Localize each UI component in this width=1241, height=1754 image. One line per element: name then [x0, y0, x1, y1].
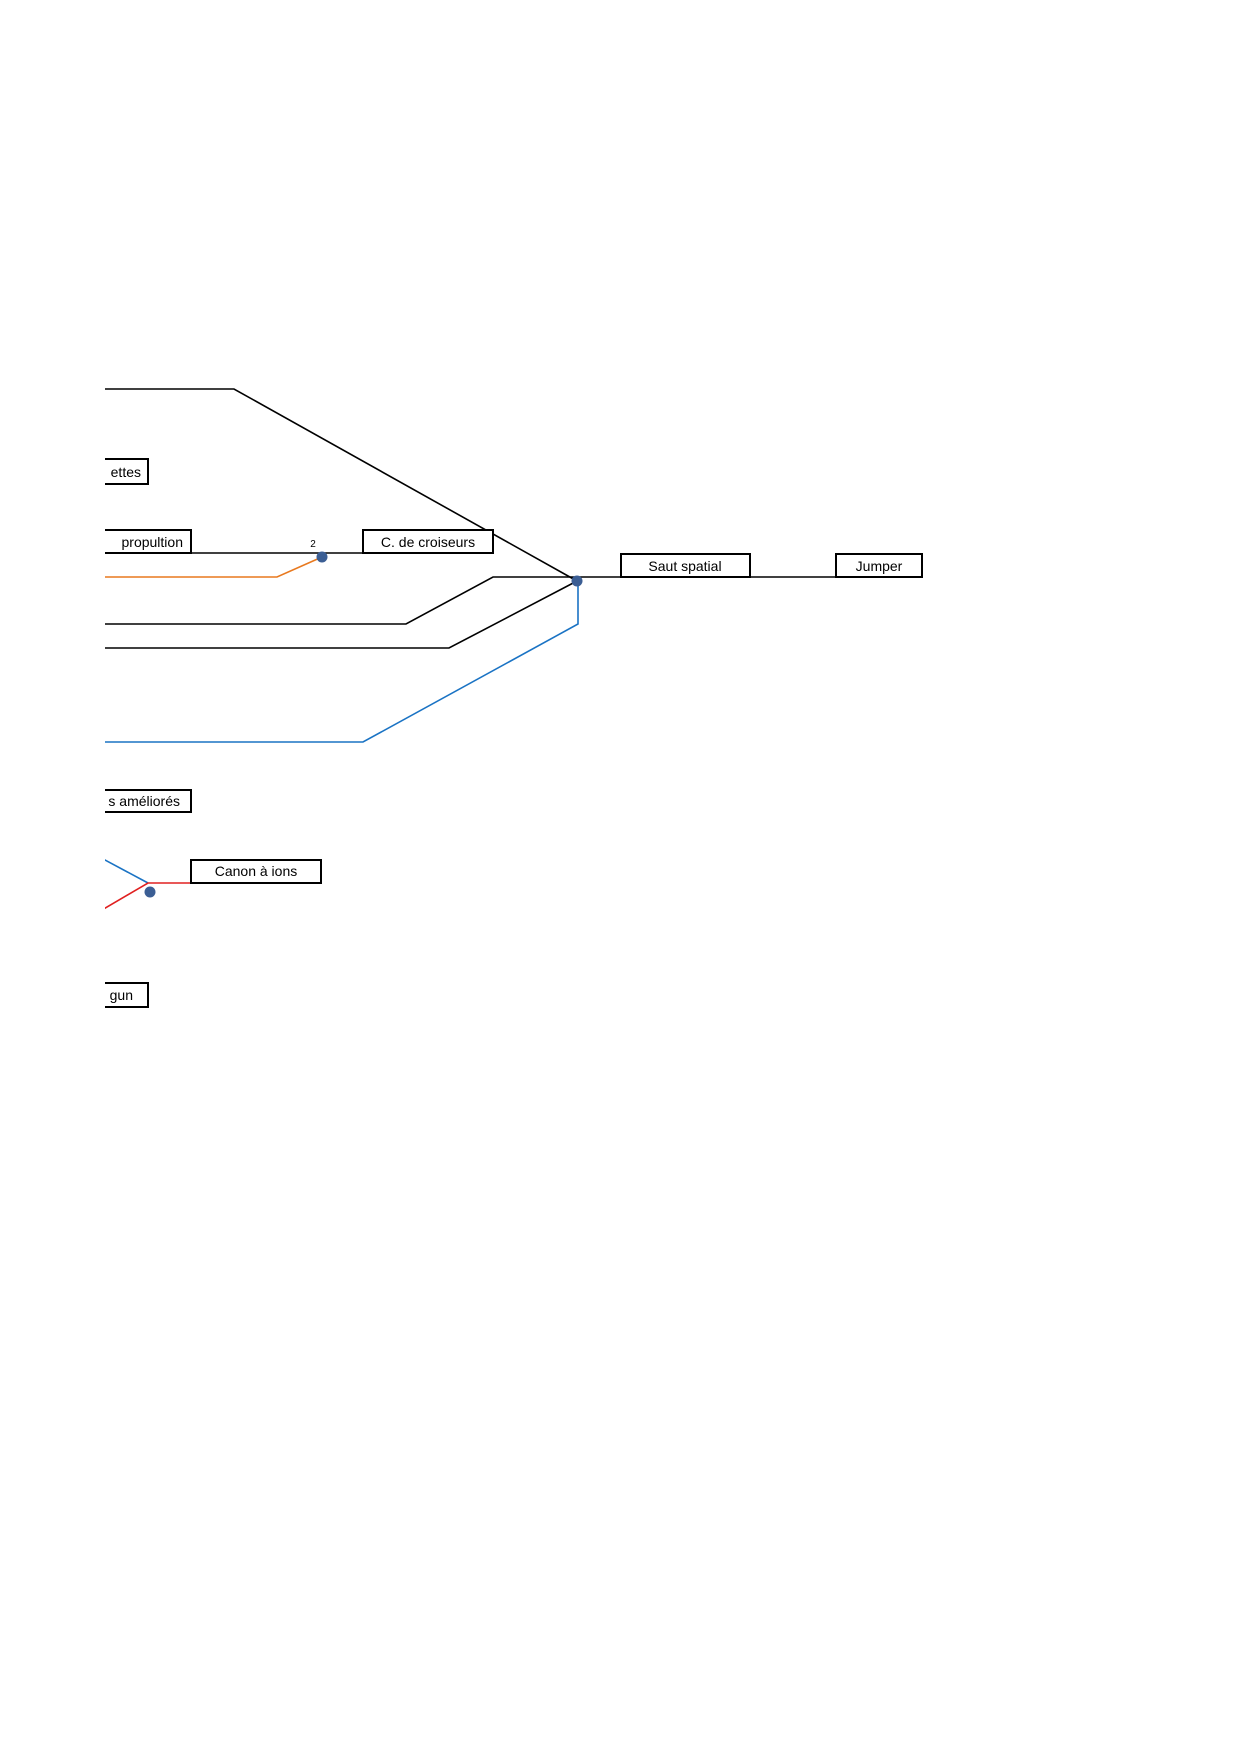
node-label: ettes [111, 464, 141, 480]
connector-top [105, 388, 578, 582]
connector-blue-ion [105, 859, 149, 884]
node-gun[interactable]: gun [80, 982, 149, 1008]
node-saut-spatial[interactable]: Saut spatial [620, 553, 751, 578]
connector-mid-1 [105, 576, 577, 625]
junction-dot-ion [144, 886, 156, 898]
node-label: s améliorés [108, 793, 180, 809]
junction-dot-propulsion [316, 551, 328, 563]
connector-red-ion [105, 882, 191, 910]
node-label: Jumper [856, 558, 903, 574]
node-label: propultion [122, 534, 184, 550]
connector-blue [105, 581, 579, 743]
node-label: C. de croiseurs [381, 534, 475, 550]
junction-label: 2 [310, 539, 316, 550]
node-label: gun [110, 987, 133, 1003]
connector-orange [105, 556, 323, 578]
node-croiseurs[interactable]: C. de croiseurs [362, 529, 494, 554]
node-jumper[interactable]: Jumper [835, 553, 923, 578]
node-label: Canon à ions [215, 863, 298, 879]
node-roquettes[interactable]: ettes [80, 458, 149, 485]
node-label: Saut spatial [648, 558, 721, 574]
node-ameliores[interactable]: s améliorés [80, 789, 192, 813]
connector-mid-2 [105, 580, 578, 649]
junction-dot-hub [571, 575, 583, 587]
node-propulsion[interactable]: propultion [80, 529, 192, 554]
node-canon-ions[interactable]: Canon à ions [190, 859, 322, 884]
